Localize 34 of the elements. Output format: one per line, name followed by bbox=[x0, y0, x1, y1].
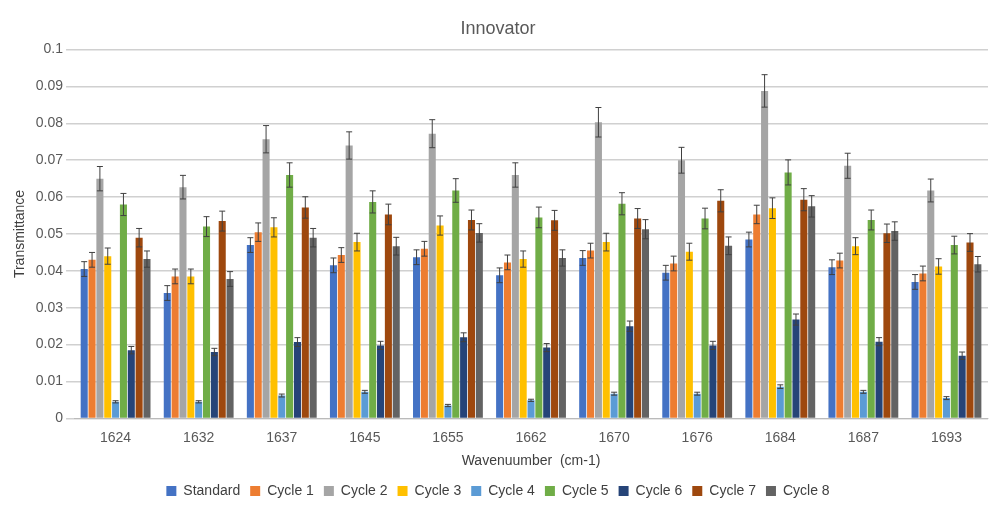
y-tick-label: 0.03 bbox=[35, 298, 64, 315]
y-tick-label: 0.01 bbox=[35, 372, 64, 389]
legend-label: Cycle 1 bbox=[267, 481, 315, 498]
y-tick-label: 0.05 bbox=[35, 224, 64, 241]
y-tick-label: 0.09 bbox=[35, 77, 64, 94]
x-axis-title: Wavenuumber (cm-1) bbox=[461, 452, 601, 469]
x-tick-label: 1687 bbox=[847, 428, 880, 445]
legend-label: Standard bbox=[183, 481, 241, 498]
x-tick-label: 1693 bbox=[930, 428, 963, 445]
y-tick-label: 0.02 bbox=[35, 335, 64, 352]
x-tick-label: 1655 bbox=[432, 428, 464, 445]
x-tick-label: 1670 bbox=[598, 428, 630, 445]
x-tick-label: 1637 bbox=[266, 428, 298, 445]
x-tick-label: 1676 bbox=[681, 428, 713, 445]
x-tick-label: 1645 bbox=[349, 428, 381, 445]
y-axis-title: Transmittance bbox=[11, 189, 28, 279]
legend-label: Cycle 5 bbox=[561, 481, 609, 498]
chart-title: Innovator bbox=[460, 17, 536, 38]
legend-label: Cycle 6 bbox=[635, 481, 683, 498]
x-tick-label: 1684 bbox=[764, 428, 797, 445]
x-tick-label: 1632 bbox=[183, 428, 215, 445]
y-tick-label: 0.08 bbox=[35, 114, 64, 131]
y-tick-label: 0.1 bbox=[43, 40, 64, 57]
legend-label: Cycle 4 bbox=[488, 481, 536, 498]
legend-label: Cycle 3 bbox=[414, 481, 462, 498]
x-tick-label: 1662 bbox=[515, 428, 547, 445]
y-tick-label: 0.06 bbox=[35, 187, 64, 204]
legend-label: Cycle 2 bbox=[340, 481, 388, 498]
x-tick-label: 1624 bbox=[100, 428, 132, 445]
y-tick-label: 0.04 bbox=[35, 261, 64, 278]
legend-label: Cycle 8 bbox=[782, 481, 830, 498]
legend-label: Cycle 7 bbox=[709, 481, 757, 498]
y-tick-label: 0 bbox=[55, 409, 64, 426]
y-tick-label: 0.07 bbox=[35, 151, 64, 168]
